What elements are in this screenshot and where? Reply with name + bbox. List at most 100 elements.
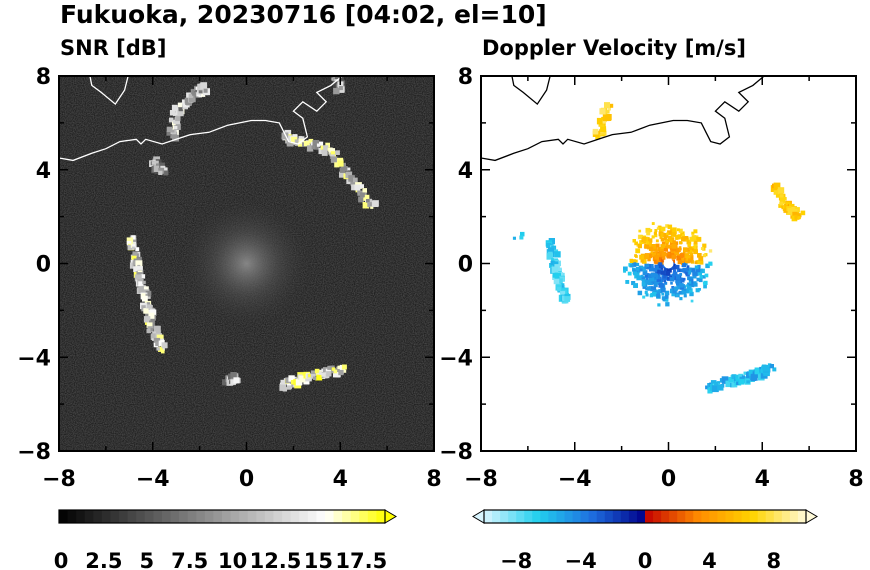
near-field-gate — [664, 267, 669, 272]
echo-gate — [705, 385, 709, 390]
colorbar-cell — [342, 510, 352, 523]
snr-near-field-clutter — [176, 193, 317, 334]
echo-gate — [327, 365, 332, 370]
near-field-gate — [656, 258, 660, 262]
near-field-gate — [666, 276, 669, 280]
echo-gate — [554, 272, 561, 280]
echo-gate — [311, 145, 316, 150]
near-field-gate — [651, 235, 655, 239]
echo-gate — [337, 160, 344, 167]
echo-gate — [552, 261, 559, 267]
near-field-gate — [691, 231, 695, 235]
colorbar-cell — [620, 510, 630, 523]
y-tick-label: −8 — [439, 440, 473, 465]
echo-gate — [711, 385, 719, 393]
echo-gate — [339, 171, 346, 178]
near-field-gate — [646, 241, 650, 245]
near-field-gate — [634, 241, 638, 246]
echo-gate — [335, 76, 341, 82]
echo-gate — [146, 302, 151, 306]
colorbar-cell — [282, 510, 292, 523]
near-field-gate — [641, 276, 646, 281]
echo-gate — [285, 377, 291, 384]
near-field-gate — [676, 280, 681, 286]
near-field-gate — [676, 285, 681, 290]
echo-gate — [343, 369, 347, 373]
echo-gate — [341, 364, 347, 370]
colorbar-tick-label: −8 — [500, 549, 532, 570]
near-field-gate — [693, 229, 698, 234]
echo-gate — [145, 290, 152, 297]
echo-gate — [350, 180, 356, 186]
colorbar-cell — [273, 510, 283, 523]
echo-gate — [797, 216, 801, 220]
echo-gate — [184, 97, 191, 104]
echo-gate — [148, 312, 155, 319]
echo-gate — [195, 86, 199, 90]
near-field-gate — [688, 281, 692, 284]
near-field-gate — [684, 288, 690, 294]
near-field-gate — [673, 269, 677, 273]
echo-gate — [362, 202, 370, 209]
near-field-gate — [654, 255, 659, 260]
colorbar-cell — [153, 510, 163, 523]
echo-gate — [321, 372, 326, 377]
near-field-gate — [649, 266, 654, 272]
echo-gate — [308, 138, 314, 144]
near-field-gate — [679, 241, 683, 245]
near-field-gate — [679, 273, 683, 276]
colorbar-cell — [144, 510, 154, 523]
near-field-gate — [675, 294, 679, 297]
echo-gate — [738, 373, 744, 379]
echo-gate — [335, 150, 340, 155]
near-field-gate — [635, 248, 641, 254]
echo-gate — [554, 249, 559, 253]
echo-gate — [351, 184, 357, 191]
near-field-gate — [625, 280, 630, 284]
near-field-gate — [652, 289, 657, 294]
colorbar-cell — [110, 510, 120, 523]
echo-gate — [564, 296, 571, 302]
near-field-gate — [653, 283, 658, 288]
colorbar-cell — [204, 510, 214, 523]
echo-gate — [330, 156, 338, 163]
near-field-gate — [653, 259, 659, 264]
echo-gate — [754, 367, 762, 375]
near-field-gate — [686, 239, 692, 245]
echo-gate — [304, 140, 310, 147]
echo-gate — [146, 328, 151, 334]
near-field-gate — [672, 240, 676, 244]
colorbar-cell — [781, 510, 791, 523]
colorbar-cell — [299, 510, 309, 523]
echo-gate — [348, 175, 355, 182]
near-field-gate — [646, 264, 650, 268]
near-field-gate — [693, 242, 698, 247]
echo-gate — [312, 140, 320, 147]
echo-gate — [312, 376, 317, 380]
near-field-gate — [678, 228, 683, 233]
near-field-gate — [667, 267, 672, 273]
near-field-gate — [644, 291, 648, 295]
near-field-gate — [660, 244, 666, 249]
doppler-near-field — [623, 222, 713, 307]
near-field-gate — [664, 290, 670, 296]
colorbar-frame — [483, 509, 807, 524]
colorbar-cell — [333, 510, 343, 523]
colorbar-cell — [628, 510, 638, 523]
near-field-gate — [639, 268, 643, 272]
colorbar-tick-label: 2.5 — [85, 549, 122, 570]
colorbar-tick-label: 0 — [638, 549, 653, 570]
echo-gate — [188, 93, 193, 98]
echo-gate — [334, 371, 341, 378]
echo-gate — [290, 136, 298, 144]
near-field-gate — [673, 250, 678, 255]
near-field-gate — [671, 237, 675, 240]
colorbar-cell — [127, 510, 137, 523]
colorbar-cell — [685, 510, 694, 523]
near-field-gate — [663, 247, 668, 252]
near-field-gate — [650, 272, 656, 278]
colorbar-cell — [170, 510, 180, 523]
echo-gate — [144, 293, 148, 298]
echo-gate — [784, 205, 789, 209]
near-field-gate — [645, 287, 648, 291]
